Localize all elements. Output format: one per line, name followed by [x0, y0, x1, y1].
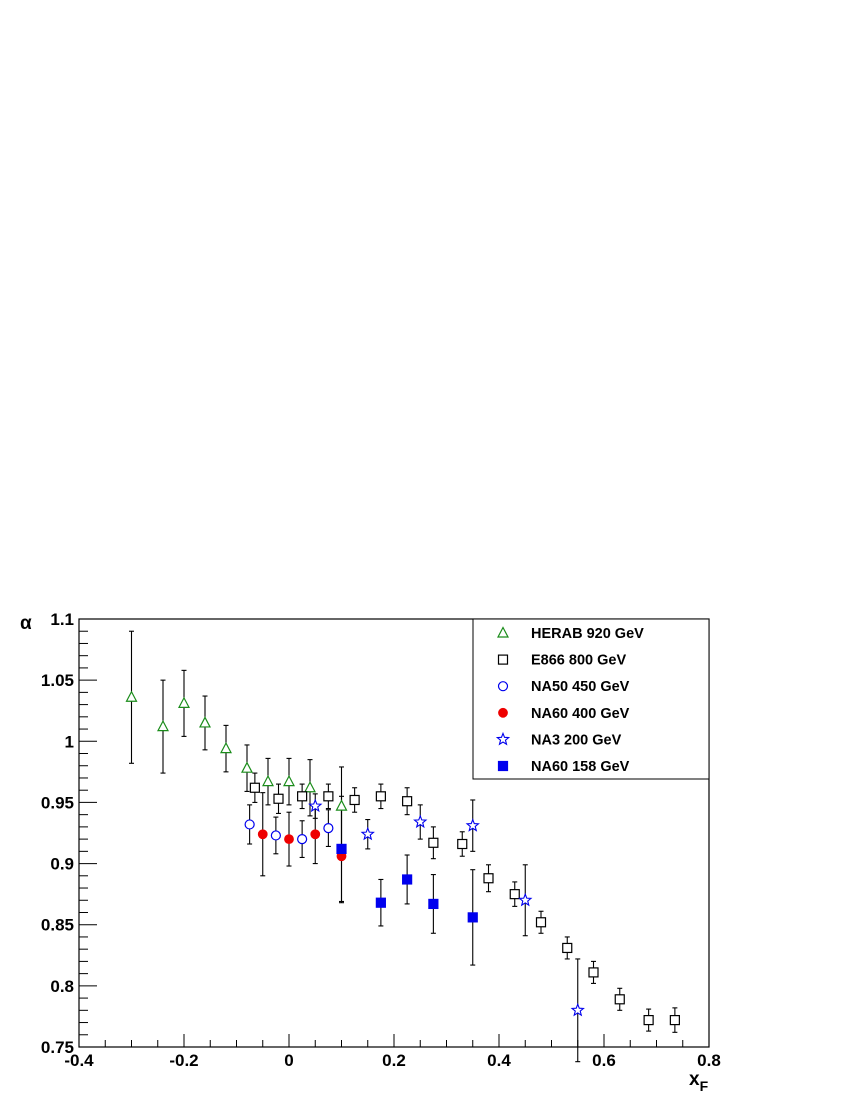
legend-label: HERAB 920 GeV	[531, 626, 644, 642]
data-point-5-3	[428, 898, 439, 910]
x-tick-label: -0.4	[64, 1051, 94, 1070]
legend-entry-2: NA50 450 GeV	[497, 679, 630, 695]
data-point-0-2	[178, 696, 190, 708]
data-point-3-2	[310, 829, 321, 840]
data-point-2-3	[323, 823, 334, 834]
data-point-0-4	[220, 741, 232, 754]
data-point-1-5	[375, 791, 386, 802]
y-tick-label: 0.8	[50, 977, 74, 996]
x-tick-label: 0	[284, 1051, 293, 1070]
x-tick-label: -0.2	[169, 1051, 198, 1070]
data-point-1-0	[249, 782, 260, 793]
legend-marker	[497, 626, 509, 638]
data-point-0-6	[262, 774, 274, 787]
data-point-1-6	[402, 796, 413, 807]
data-point-1-12	[562, 942, 573, 954]
data-point-0-8	[304, 780, 316, 793]
y-tick-label: 0.85	[41, 916, 74, 935]
legend-entry-1: E866 800 GeV	[497, 653, 626, 669]
legend-label: NA60 400 GeV	[531, 706, 630, 722]
x-tick-label: 0.2	[382, 1051, 406, 1070]
data-point-1-16	[669, 1014, 680, 1026]
data-point-4-1	[360, 826, 375, 841]
data-point-4-5	[570, 1002, 585, 1017]
data-point-0-9	[335, 799, 348, 811]
data-point-0-3	[199, 716, 211, 728]
data-point-3-0	[257, 829, 268, 840]
y-tick-label: 0.9	[50, 855, 74, 874]
data-point-4-4	[518, 892, 533, 907]
legend-entry-5: NA60 158 GeV	[497, 759, 630, 775]
data-point-1-1	[273, 793, 284, 804]
data-point-5-0	[336, 843, 347, 854]
y-tick-label: 0.95	[41, 793, 74, 812]
data-point-1-8	[457, 838, 468, 850]
data-point-0-7	[283, 774, 295, 787]
y-axis-tick-labels: 0.75 0.8 0.85 0.9 0.95 1 1.05 1.1	[41, 610, 74, 1057]
x-axis-tick-labels: -0.4 -0.2 0 0.2 0.4 0.6 0.8	[64, 1051, 720, 1070]
legend-marker	[495, 731, 511, 746]
data-point-1-13	[588, 967, 599, 978]
legend: HERAB 920 GeV E866 800 GeV NA50 450 GeV NA6…	[472, 618, 710, 780]
data-point-1-11	[535, 917, 547, 928]
y-axis-ticks	[79, 618, 97, 1048]
data-point-0-1	[157, 719, 169, 732]
data-point-1-4	[349, 794, 360, 806]
legend-entry-0: HERAB 920 GeV	[497, 626, 644, 642]
data-point-4-3	[465, 818, 480, 832]
data-point-0-5	[241, 761, 253, 773]
legend-label: NA60 158 GeV	[531, 759, 630, 775]
data-point-1-2	[297, 791, 308, 802]
data-point-2-1	[270, 830, 281, 841]
y-tick-label: 1	[65, 732, 74, 751]
data-point-1-10	[509, 889, 520, 900]
legend-marker	[497, 681, 509, 692]
y-axis-title: α	[20, 613, 32, 634]
legend-marker	[497, 760, 509, 772]
x-tick-label: 0.8	[697, 1051, 721, 1070]
legend-entry-4: NA3 200 GeV	[495, 731, 622, 748]
data-point-1-7	[428, 837, 439, 848]
data-point-1-9	[483, 873, 494, 884]
y-tick-label: 1.1	[50, 610, 74, 629]
data-point-1-3	[323, 791, 334, 802]
data-point-0-0	[125, 690, 138, 702]
data-point-5-2	[402, 874, 413, 885]
legend-label: NA50 450 GeV	[531, 679, 630, 695]
data-point-5-1	[375, 897, 386, 908]
data-point-3-1	[284, 834, 294, 845]
x-axis-title: xF	[689, 1069, 709, 1094]
data-point-4-0	[308, 798, 323, 813]
x-tick-label: 0.4	[487, 1051, 511, 1070]
data-point-5-4	[467, 912, 478, 923]
x-axis-ticks	[78, 1034, 710, 1047]
legend-marker	[497, 654, 509, 665]
legend-label: E866 800 GeV	[531, 653, 626, 669]
data-point-4-2	[413, 814, 428, 829]
x-tick-label: 0.6	[592, 1051, 616, 1070]
legend-box	[472, 618, 710, 780]
y-tick-label: 1.05	[41, 671, 74, 690]
legend-label: NA3 200 GeV	[531, 732, 622, 748]
data-point-2-2	[297, 834, 308, 845]
y-tick-label: 0.75	[41, 1038, 74, 1057]
data-markers	[125, 690, 680, 1026]
data-point-1-15	[643, 1014, 654, 1026]
legend-entry-3: NA60 400 GeV	[498, 706, 630, 722]
data-point-1-14	[614, 994, 625, 1005]
legend-marker	[498, 707, 508, 718]
data-point-2-0	[244, 819, 255, 830]
